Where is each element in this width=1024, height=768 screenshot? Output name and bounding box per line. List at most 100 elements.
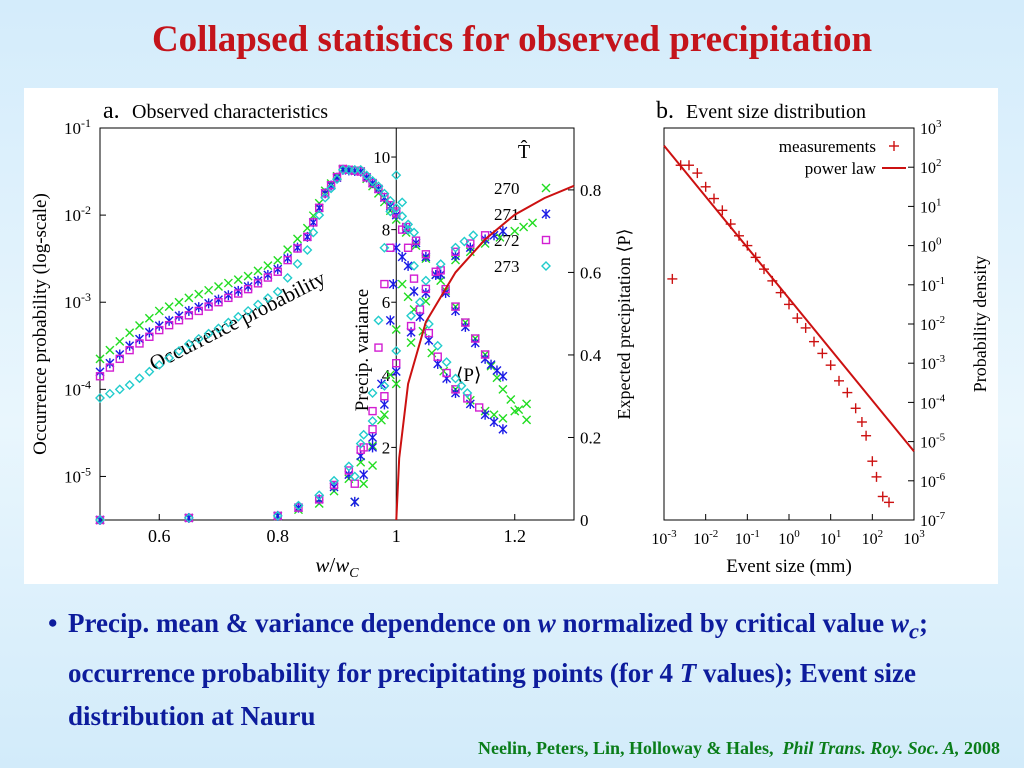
occurrence-point-273 [320, 192, 331, 203]
panel-b-title: Event size distribution [686, 101, 866, 123]
panel-b-y-tick-label-base: 10 [920, 513, 936, 530]
occurrence-point-271 [164, 315, 174, 326]
occurrence-point-270 [243, 271, 253, 281]
panel-b-x-tick-label-exp: 1 [836, 528, 842, 540]
occurrence-point-272 [164, 320, 174, 330]
occurrence-point-273 [243, 305, 254, 316]
occurrence-point-273 [174, 346, 184, 356]
bullet-text-part: Precip. mean & variance dependence on [68, 608, 538, 638]
variance-point-271 [359, 469, 369, 480]
variance-point-271 [397, 251, 407, 262]
panel-b-y-tick-label-exp: -2 [936, 314, 945, 326]
occurrence-point-270 [105, 345, 115, 355]
mean-point-271 [406, 327, 416, 338]
mean-point-271 [329, 481, 339, 492]
variance-point-271 [498, 424, 508, 435]
panel-b-x-tick-label-exp: -3 [667, 528, 677, 540]
panel-b-x-tick-label-base: 10 [820, 531, 836, 548]
occurrence-point-271 [451, 305, 460, 316]
occurrence-point-270 [263, 261, 273, 271]
panel-b-y-tick-label-base: 10 [920, 121, 936, 138]
citation-authors: Neelin, Peters, Lin, Holloway & Hales, [478, 738, 774, 758]
mean-point-271 [391, 366, 401, 377]
bullet-text-part: values); Event size distribution at Naur… [68, 658, 916, 732]
measurement-point [709, 193, 719, 204]
occurrence-point-273 [164, 352, 175, 363]
panel-b-x-tick-label: 100 [778, 528, 800, 548]
y-tick-left-label-base: 10 [64, 119, 81, 138]
occurrence-point-272 [95, 372, 105, 381]
y-tick-left-label: 10-4 [64, 377, 91, 399]
y-tick-left-label: 10-3 [64, 290, 91, 312]
panel-b-y-tick-label: 10-6 [920, 471, 946, 491]
panel-b-x-axis-label: Event size (mm) [726, 556, 852, 577]
occurrence-point-270 [506, 395, 516, 404]
panel-b-legend-entry: measurements [779, 137, 876, 156]
occurrence-point-271 [263, 269, 273, 280]
mean-point-272 [436, 266, 445, 275]
occurrence-point-272 [471, 334, 480, 343]
panel-b-y-tick-label-base: 10 [920, 356, 936, 373]
mean-point-270 [379, 410, 389, 420]
panel-b-x-tick-label: 102 [862, 528, 884, 548]
variance-point-271 [403, 260, 413, 271]
y-tick-left-label: 10-5 [64, 464, 91, 486]
variance-point-273 [414, 297, 425, 308]
occurrence-point-273 [104, 388, 115, 399]
variance-point-272 [397, 225, 407, 234]
variance-point-270 [397, 279, 407, 289]
panel-b-y-tick-label-exp: 1 [936, 196, 942, 208]
occurrence-point-270 [233, 275, 243, 285]
occurrence-point-271 [125, 340, 135, 351]
occurrence-point-273 [262, 293, 273, 304]
mean-point-272 [380, 392, 389, 401]
occurrence-point-273 [203, 328, 214, 339]
occurrence-point-272 [411, 236, 421, 245]
variance-point-271 [388, 279, 398, 290]
variance-point-273 [462, 387, 473, 398]
panel-b-x-tick-label-base: 10 [903, 531, 919, 548]
occurrence-point-273 [379, 188, 390, 199]
variance-point-272 [380, 279, 389, 289]
panel-b-label: b. [656, 98, 674, 124]
legend-marker-273 [541, 261, 551, 271]
occurrence-point-271 [283, 253, 293, 264]
variance-point-272 [433, 352, 442, 361]
panel-b-x-tick-label-base: 10 [693, 531, 709, 548]
mean-point-272 [315, 495, 324, 504]
occurrence-point-272 [204, 302, 213, 311]
panel-b-x-tick-label-exp: -1 [751, 528, 760, 540]
mean-point-272 [294, 503, 303, 512]
panel-b-legend-marker [889, 141, 899, 151]
variance-point-273 [397, 197, 408, 208]
measurement-point [817, 348, 828, 359]
panel-b-y-tick-label-base: 10 [920, 474, 936, 491]
panel-b: b. Event size distribution Event size (m… [651, 98, 990, 577]
y-axis-right-label: Expected precipitation ⟨P⟩ [614, 229, 634, 420]
occurrence-point-270 [154, 306, 164, 316]
panel-b-x-tick-label: 103 [903, 528, 925, 548]
panel-a-title: Observed characteristics [132, 101, 328, 123]
y-tick-right-label: 0.6 [580, 263, 601, 282]
occurrence-point-271 [273, 264, 283, 275]
occurrence-point-271 [154, 320, 164, 331]
panel-b-y-tick-label-base: 10 [920, 435, 936, 452]
variance-point-271 [442, 373, 452, 384]
bullet-wc: w [890, 608, 909, 638]
occurrence-point-272 [451, 302, 460, 311]
occurrence-point-273 [154, 359, 165, 370]
mean-point-273 [391, 345, 402, 356]
panel-b-y-tick-label-base: 10 [920, 395, 936, 412]
occurrence-point-273 [134, 373, 145, 384]
citation: Neelin, Peters, Lin, Holloway & Hales, P… [478, 738, 1000, 759]
variance-point-270 [359, 479, 369, 489]
panel-b-y-tick-label-base: 10 [920, 239, 936, 256]
variance-point-273 [403, 224, 414, 235]
occurrence-point-270 [223, 278, 233, 288]
x-tick-label: 0.8 [267, 526, 290, 546]
panel-b-y-tick-label: 101 [920, 196, 942, 216]
variance-point-270 [376, 415, 386, 425]
measurement-point [842, 387, 853, 398]
occurrence-point-272 [320, 189, 330, 198]
mean-point-270 [391, 379, 401, 389]
